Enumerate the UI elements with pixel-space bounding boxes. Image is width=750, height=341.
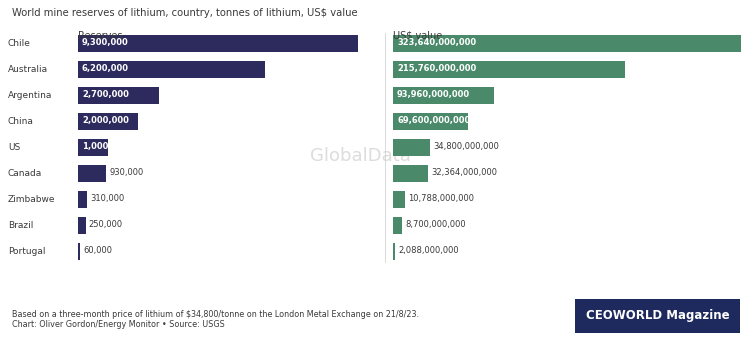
Bar	[78, 191, 87, 208]
Text: Reserves: Reserves	[78, 31, 122, 41]
Text: 2,000,000: 2,000,000	[82, 117, 129, 125]
Bar	[393, 242, 395, 260]
Text: 2,088,000,000: 2,088,000,000	[398, 247, 459, 255]
Text: 930,000: 930,000	[109, 168, 143, 178]
Bar	[393, 191, 404, 208]
Text: Canada: Canada	[8, 168, 42, 178]
Text: Brazil: Brazil	[8, 221, 33, 229]
Bar	[393, 60, 625, 77]
Text: 250,000: 250,000	[88, 221, 123, 229]
Bar	[393, 217, 402, 234]
Text: Zimbabwe: Zimbabwe	[8, 194, 56, 204]
Text: GlobalData: GlobalData	[310, 147, 410, 165]
Text: 6,200,000: 6,200,000	[82, 64, 129, 74]
Text: CEOWORLD Magazine: CEOWORLD Magazine	[586, 310, 729, 323]
Text: 1,000,000: 1,000,000	[82, 143, 129, 151]
Bar	[78, 113, 138, 130]
Text: 32,364,000,000: 32,364,000,000	[430, 168, 496, 178]
Text: 69,600,000,000: 69,600,000,000	[397, 117, 470, 125]
Text: 323,640,000,000: 323,640,000,000	[397, 39, 476, 47]
Text: 2,700,000: 2,700,000	[82, 90, 129, 100]
Text: 93,960,000,000: 93,960,000,000	[397, 90, 470, 100]
Bar	[78, 242, 80, 260]
Text: 34,800,000,000: 34,800,000,000	[433, 143, 500, 151]
Bar	[393, 113, 468, 130]
Text: US$ value: US$ value	[393, 31, 442, 41]
Bar	[78, 34, 358, 51]
Bar	[393, 164, 427, 181]
Text: World mine reserves of lithium, country, tonnes of lithium, US$ value: World mine reserves of lithium, country,…	[12, 8, 358, 18]
Text: 9,300,000: 9,300,000	[82, 39, 129, 47]
Bar	[78, 164, 106, 181]
Text: China: China	[8, 117, 34, 125]
Bar	[393, 87, 494, 104]
Text: Argentina: Argentina	[8, 90, 53, 100]
Text: 8,700,000,000: 8,700,000,000	[405, 221, 466, 229]
Bar	[393, 138, 430, 155]
Bar	[393, 34, 741, 51]
Text: Chart: Oliver Gordon/Energy Monitor • Source: USGS: Chart: Oliver Gordon/Energy Monitor • So…	[12, 320, 225, 329]
Bar	[78, 60, 265, 77]
Bar	[78, 87, 159, 104]
Bar	[575, 299, 740, 333]
Text: Portugal: Portugal	[8, 247, 46, 255]
Text: 10,788,000,000: 10,788,000,000	[407, 194, 473, 204]
Text: Chile: Chile	[8, 39, 31, 47]
Text: 215,760,000,000: 215,760,000,000	[397, 64, 476, 74]
Text: 310,000: 310,000	[90, 194, 124, 204]
Text: 60,000: 60,000	[83, 247, 112, 255]
Text: US: US	[8, 143, 20, 151]
Text: Australia: Australia	[8, 64, 48, 74]
Text: Based on a three-month price of lithium of $34,800/tonne on the London Metal Exc: Based on a three-month price of lithium …	[12, 310, 419, 319]
Bar	[78, 138, 108, 155]
Bar	[78, 217, 86, 234]
